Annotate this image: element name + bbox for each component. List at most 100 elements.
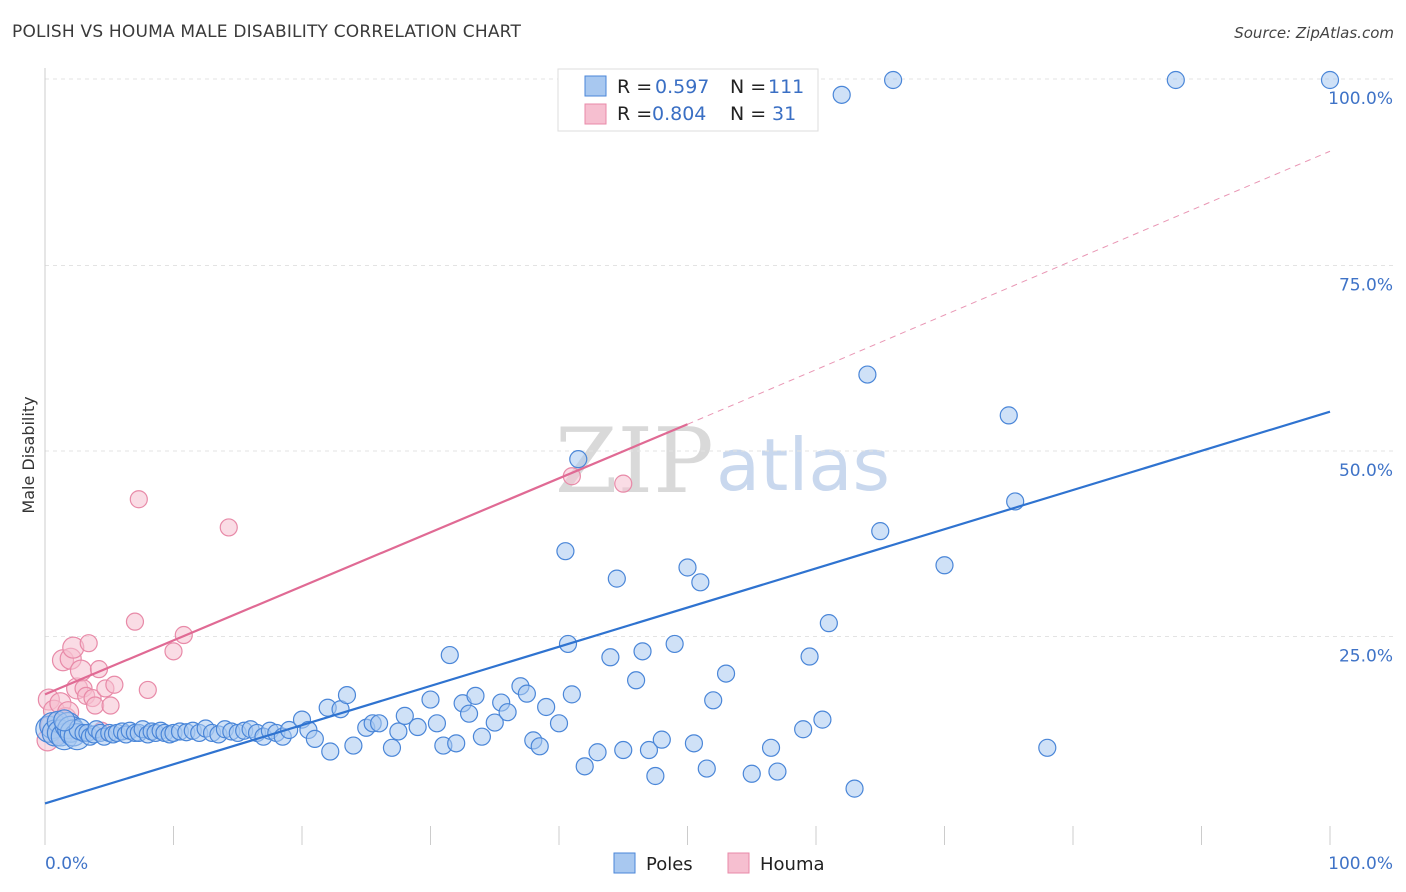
houma-point-29	[614, 474, 633, 493]
poles-point-85	[556, 542, 575, 561]
poles-point-98	[665, 634, 684, 654]
poles-point-87	[562, 685, 581, 704]
legend-n-value-poles: 111	[768, 76, 804, 98]
poles-point-84	[549, 714, 569, 733]
poles-point-101	[691, 573, 710, 592]
poles-point-109	[800, 647, 819, 666]
poles-point-88	[575, 757, 594, 776]
chart-title: POLISH VS HOUMA MALE DISABILITY CORRELAT…	[12, 22, 522, 42]
poles-point-94	[633, 642, 652, 661]
bottom-legend-swatch-poles	[613, 852, 636, 874]
houma-point-22	[125, 612, 145, 631]
poles-point-97	[652, 730, 671, 749]
bottom-legend-label-houma: Houma	[760, 854, 825, 875]
legend-r-label-poles: R =	[617, 76, 652, 98]
poles-points	[35, 70, 1340, 798]
y-tick-label-50: 50.0%	[1339, 461, 1393, 481]
poles-point-56	[321, 742, 340, 761]
poles-point-102	[697, 759, 716, 778]
poles-point-113	[845, 779, 864, 798]
poles-point-121	[1166, 70, 1185, 90]
poles-point-123	[569, 450, 588, 469]
legend-swatch-poles	[584, 75, 607, 97]
houma-point-20	[101, 696, 120, 715]
y-tick-label-100: 100.0%	[1328, 89, 1393, 109]
bottom-legend: Poles Houma	[613, 852, 825, 875]
houma-point-11	[69, 659, 93, 682]
poles-point-62	[370, 714, 389, 733]
poles-point-54	[305, 729, 324, 748]
y-tick-labels: 25.0% 50.0% 75.0% 100.0%	[1328, 89, 1393, 667]
poles-point-114	[858, 365, 877, 384]
poles-point-105	[742, 764, 761, 783]
legend-r-value-houma: 0.804	[652, 103, 706, 125]
houma-trend-line	[44, 423, 688, 696]
poles-point-107	[768, 762, 787, 781]
poles-point-117	[935, 556, 954, 575]
poles-point-89	[588, 743, 607, 762]
houma-point-14	[79, 634, 98, 653]
gridlines	[45, 78, 1393, 637]
legend-swatch-houma	[584, 103, 607, 125]
poles-point-76	[485, 713, 504, 732]
poles-point-59	[344, 736, 363, 755]
poles-point-78	[498, 703, 517, 722]
poles-point-75	[472, 727, 491, 746]
x-axis-ticks	[44, 826, 1331, 845]
poles-point-93	[626, 671, 646, 690]
poles-point-80	[517, 684, 536, 703]
poles-point-91	[607, 569, 626, 588]
poles-point-124	[53, 709, 76, 732]
houma-trend-extension	[687, 150, 1331, 425]
legend-n-label-houma: N =	[730, 103, 766, 125]
houma-point-16	[86, 696, 105, 715]
poles-point-112	[832, 85, 851, 104]
watermark: ZIP atlas	[555, 409, 890, 514]
poles-point-65	[395, 706, 414, 725]
poles-point-103	[704, 691, 723, 710]
poles-point-116	[883, 70, 903, 90]
poles-point-70	[440, 645, 459, 665]
poles-point-74	[466, 686, 485, 705]
legend-r-label-houma: R =	[617, 103, 652, 125]
poles-point-63	[382, 738, 402, 757]
trend-lines	[44, 150, 1331, 805]
bottom-legend-swatch-houma	[727, 852, 750, 874]
houma-point-21	[105, 675, 124, 694]
poles-point-95	[639, 740, 659, 760]
watermark-atlas: atlas	[716, 423, 890, 507]
poles-point-83	[537, 697, 556, 717]
poles-point-122	[1320, 70, 1340, 90]
bottom-legend-label-poles: Poles	[646, 854, 693, 875]
poles-point-99	[678, 558, 697, 577]
y-tick-label-25: 25.0%	[1339, 647, 1393, 667]
poles-point-106	[761, 738, 781, 757]
legend-n-label-poles: N =	[730, 76, 766, 98]
houma-point-27	[219, 518, 238, 537]
poles-point-110	[813, 710, 832, 729]
houma-point-24	[138, 680, 157, 700]
poles-point-66	[408, 717, 427, 737]
poles-point-111	[819, 614, 838, 633]
poles-point-120	[1038, 738, 1057, 757]
houma-point-25	[164, 642, 183, 661]
poles-point-96	[646, 766, 665, 786]
poles-point-64	[389, 722, 408, 741]
poles-point-100	[684, 734, 704, 753]
poles-point-71	[447, 734, 466, 753]
poles-point-104	[716, 664, 736, 683]
legend: R = 0.597 N = 111 R = 0.804 N = 31	[557, 68, 819, 132]
poles-point-118	[999, 406, 1018, 425]
poles-point-115	[871, 522, 890, 541]
poles-point-108	[794, 720, 813, 739]
poles-point-73	[459, 704, 479, 723]
poles-trend-line	[44, 410, 1331, 805]
poles-point-58	[337, 686, 357, 705]
x-tick-label-max: 100.0%	[1328, 854, 1393, 874]
poles-point-67	[421, 690, 440, 709]
y-tick-label-75: 75.0%	[1339, 276, 1393, 296]
chart-source: Source: ZipAtlas.com	[1234, 24, 1394, 42]
poles-point-92	[614, 740, 633, 760]
y-axis-label: Male Disability	[19, 396, 38, 513]
